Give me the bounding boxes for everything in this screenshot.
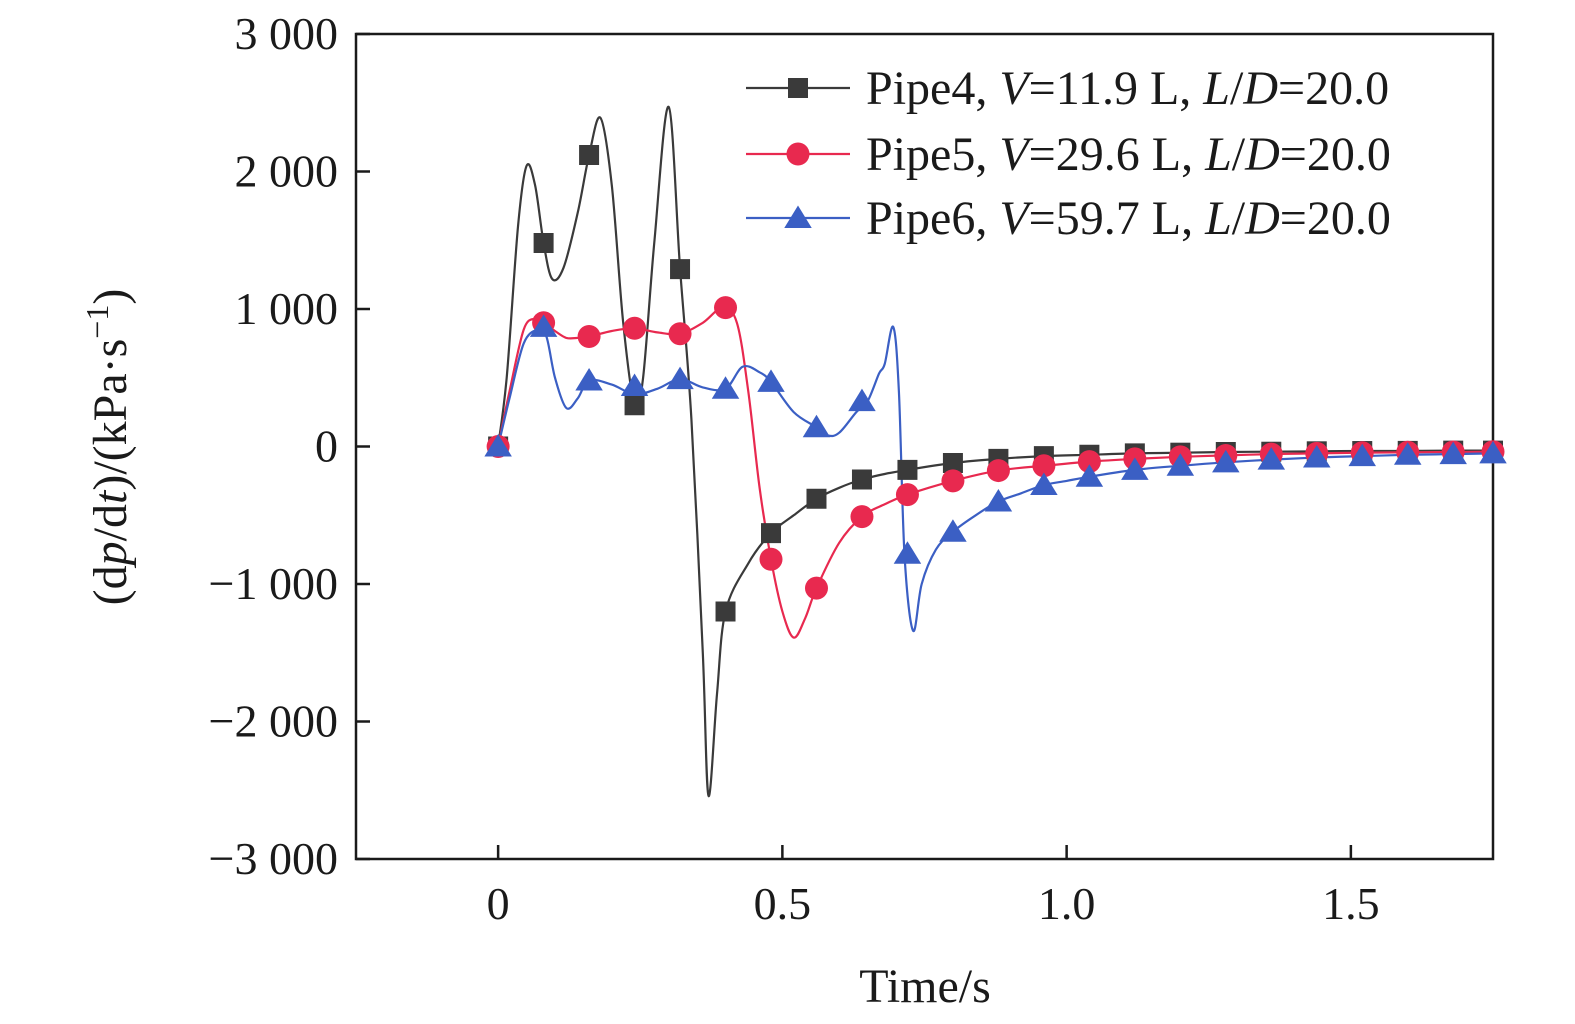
data-point-marker	[1030, 472, 1058, 495]
data-point-marker	[759, 547, 783, 571]
data-point-marker	[802, 414, 831, 438]
data-point-marker	[939, 519, 967, 542]
data-point-marker	[529, 314, 558, 337]
series-line	[497, 306, 1494, 639]
data-point-marker	[942, 453, 963, 473]
data-point-marker	[1121, 457, 1149, 480]
data-point-marker	[579, 145, 600, 165]
data-point-marker	[620, 373, 649, 396]
data-point-marker	[893, 541, 922, 564]
data-point-marker	[715, 601, 736, 622]
data-point-marker	[1393, 442, 1422, 465]
series-pipe5-markers	[486, 296, 1505, 600]
data-point-marker	[668, 322, 692, 346]
x-tick-label: 1.5	[1322, 878, 1380, 929]
x-tick-label: 0	[487, 878, 510, 929]
data-point-marker	[670, 259, 691, 280]
data-point-marker	[897, 459, 918, 480]
legend-label: Pipe6, V=59.7 L, L/D=20.0	[866, 192, 1391, 245]
y-tick-label: 0	[315, 421, 338, 472]
data-point-marker	[806, 488, 827, 509]
y-tick-label: −2 000	[209, 696, 338, 747]
data-point-marker	[484, 434, 512, 457]
data-point-marker	[666, 366, 694, 390]
data-point-marker	[1439, 441, 1467, 465]
data-point-marker	[577, 325, 601, 348]
data-point-marker	[1257, 447, 1286, 470]
data-point-marker	[623, 316, 647, 340]
data-point-marker	[757, 369, 785, 392]
data-point-marker	[850, 505, 874, 529]
data-point-marker	[804, 576, 828, 600]
data-point-marker	[624, 395, 645, 416]
legend-item-pipe6: Pipe6, V=59.7 L, L/D=20.0	[746, 192, 1391, 245]
y-tick-label: 2 000	[235, 146, 339, 197]
y-axis-ticks: 3 000 2 000 1 000 0 −1 000 −2 000 −3 000	[209, 8, 370, 884]
x-tick-label: 0.5	[754, 878, 812, 929]
legend-label: Pipe5, V=29.6 L, L/D=20.0	[866, 128, 1391, 181]
data-point-marker	[986, 459, 1010, 483]
series-pipe6-markers	[484, 314, 1507, 564]
legend-label: Pipe4, V=11.9 L, L/D=20.0	[866, 62, 1389, 115]
legend-marker	[784, 205, 812, 228]
data-point-marker	[711, 376, 740, 399]
data-point-marker	[941, 469, 965, 493]
data-point-marker	[1032, 454, 1056, 478]
y-axis-title: (dp/dt)/(kPa·s−1)	[79, 289, 137, 606]
data-point-marker	[533, 233, 554, 253]
series-pipe5	[497, 306, 1494, 639]
data-point-marker	[895, 483, 919, 507]
data-point-marker	[848, 388, 876, 412]
x-axis-title: Time/s	[859, 960, 991, 1013]
y-tick-label: −3 000	[209, 833, 338, 884]
data-point-marker	[1479, 440, 1507, 464]
data-point-marker	[1212, 449, 1240, 473]
data-point-marker	[761, 523, 782, 544]
data-point-marker	[1166, 453, 1195, 476]
series-layer	[484, 105, 1507, 797]
legend-marker	[786, 142, 810, 166]
legend-item-pipe5: Pipe5, V=29.6 L, L/D=20.0	[746, 128, 1391, 181]
y-tick-label: 3 000	[235, 8, 339, 59]
data-point-marker	[1303, 445, 1331, 468]
legend-marker	[788, 78, 808, 98]
y-tick-label: 1 000	[235, 283, 339, 334]
data-point-marker	[1348, 443, 1376, 467]
data-point-marker	[1075, 464, 1104, 487]
y-tick-label: −1 000	[209, 558, 338, 609]
data-point-marker	[575, 368, 603, 391]
legend-item-pipe4: Pipe4, V=11.9 L, L/D=20.0	[746, 62, 1389, 115]
data-point-marker	[1077, 450, 1101, 474]
data-point-marker	[851, 469, 872, 490]
x-tick-label: 1.0	[1038, 878, 1096, 929]
data-point-marker	[714, 296, 738, 320]
legend: Pipe4, V=11.9 L, L/D=20.0 Pipe5, V=29.6 L…	[746, 62, 1391, 245]
x-axis-ticks: 0 0.5 1.0 1.5	[487, 845, 1380, 929]
data-point-marker	[984, 489, 1013, 512]
